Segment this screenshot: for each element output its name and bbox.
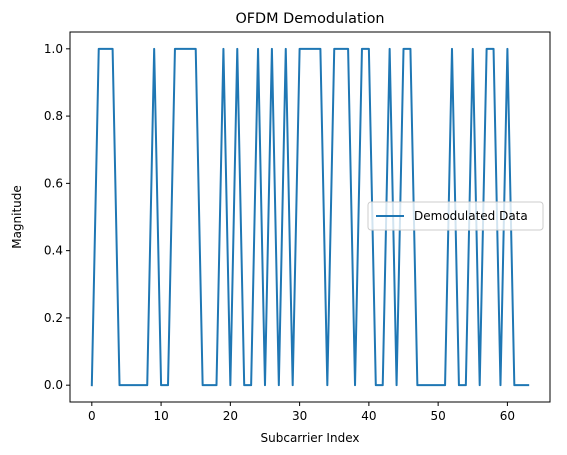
x-tick-label: 10 <box>153 409 168 423</box>
y-axis: 0.0 0.2 0.4 0.6 0.8 1.0 <box>44 42 70 392</box>
chart-title: OFDM Demodulation <box>235 11 384 27</box>
y-axis-label: Magnitude <box>10 185 24 249</box>
legend-label: Demodulated Data <box>414 209 528 223</box>
y-tick-label: 0.8 <box>44 109 63 123</box>
y-tick-label: 0.2 <box>44 311 63 325</box>
y-tick-label: 1.0 <box>44 42 63 56</box>
x-tick-label: 20 <box>223 409 238 423</box>
legend-box <box>367 201 544 231</box>
y-tick-label: 0.4 <box>44 244 63 258</box>
x-tick-label: 40 <box>361 409 376 423</box>
x-tick-label: 0 <box>88 409 96 423</box>
y-tick-label: 0.6 <box>44 176 63 190</box>
x-tick-label: 50 <box>430 409 445 423</box>
plot-frame <box>69 31 551 403</box>
x-tick-label: 60 <box>500 409 515 423</box>
x-axis-label: Subcarrier Index <box>261 431 360 445</box>
y-tick-label: 0.0 <box>44 378 63 392</box>
legend: Demodulated Data <box>367 201 544 231</box>
x-axis: 0 10 20 30 40 50 60 <box>88 402 515 423</box>
x-tick-label: 30 <box>292 409 307 423</box>
